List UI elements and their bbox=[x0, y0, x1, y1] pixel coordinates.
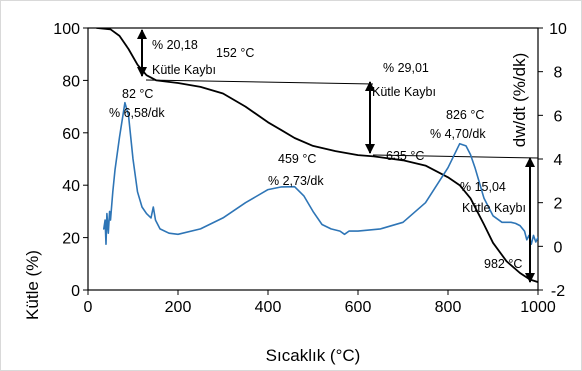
y2-tick-label: 10 bbox=[549, 21, 567, 38]
x-tick-label: 400 bbox=[255, 299, 282, 316]
tangent-lines bbox=[145, 79, 538, 159]
annotation-peak-459-rate: % 2,73/dk bbox=[268, 174, 324, 188]
y-tick-label: 0 bbox=[71, 283, 80, 300]
y2-axis-title: dw/dt (%/dk) bbox=[510, 53, 529, 147]
y2-tick-label: -2 bbox=[551, 283, 565, 300]
annotation-temp-982: 982 °C bbox=[484, 257, 522, 271]
y2-tick-label: 4 bbox=[554, 152, 563, 169]
dtg-series-line bbox=[103, 101, 538, 245]
x-axis-title: Sıcaklık (°C) bbox=[266, 346, 361, 365]
y-tick-label: 80 bbox=[62, 73, 80, 90]
y2-tick-label: 6 bbox=[554, 108, 563, 125]
annotation-peak-826-temp: 826 °C bbox=[446, 108, 484, 122]
tangent-line-152 bbox=[145, 79, 374, 85]
annotation-mass-loss-1-label: Kütle Kaybı bbox=[152, 63, 216, 77]
x-tick-label: 0 bbox=[84, 299, 93, 316]
annotation-peak-826-rate: % 4,70/dk bbox=[430, 127, 486, 141]
annotation-mass-loss-3-value: % 15,04 bbox=[460, 180, 506, 194]
annotation-peak-82-rate: % 6,58/dk bbox=[109, 106, 165, 120]
annotation-mass-loss-2-value: % 29,01 bbox=[383, 61, 429, 75]
y-tick-label: 100 bbox=[53, 21, 80, 38]
x-tick-label: 600 bbox=[345, 299, 372, 316]
annotation-mass-loss-1-value: % 20,18 bbox=[152, 38, 198, 52]
x-tick-label: 800 bbox=[435, 299, 462, 316]
annotation-temp-635: 635 °C bbox=[386, 149, 424, 163]
y-tick-label: 40 bbox=[62, 178, 80, 195]
y2-tick-label: 0 bbox=[554, 239, 563, 256]
y2-tick-label: 8 bbox=[554, 65, 563, 82]
y-tick-label: 20 bbox=[62, 231, 80, 248]
x-tick-label: 200 bbox=[165, 299, 192, 316]
annotation-mass-loss-3-label: Kütle Kaybı bbox=[462, 201, 526, 215]
x-tick-label: 1000 bbox=[520, 299, 556, 316]
y-tick-label: 60 bbox=[62, 126, 80, 143]
tangent-line-635 bbox=[372, 154, 538, 159]
y-axis-title: Kütle (%) bbox=[23, 250, 42, 320]
annotation-peak-82-temp: 82 °C bbox=[122, 87, 153, 101]
annotation-temp-152: 152 °C bbox=[216, 46, 254, 60]
y2-tick-label: 2 bbox=[554, 196, 563, 213]
annotation-peak-459-temp: 459 °C bbox=[278, 152, 316, 166]
annotation-mass-loss-2-label: Kütle Kaybı bbox=[372, 85, 436, 99]
mass-loss-arrows bbox=[137, 29, 535, 283]
